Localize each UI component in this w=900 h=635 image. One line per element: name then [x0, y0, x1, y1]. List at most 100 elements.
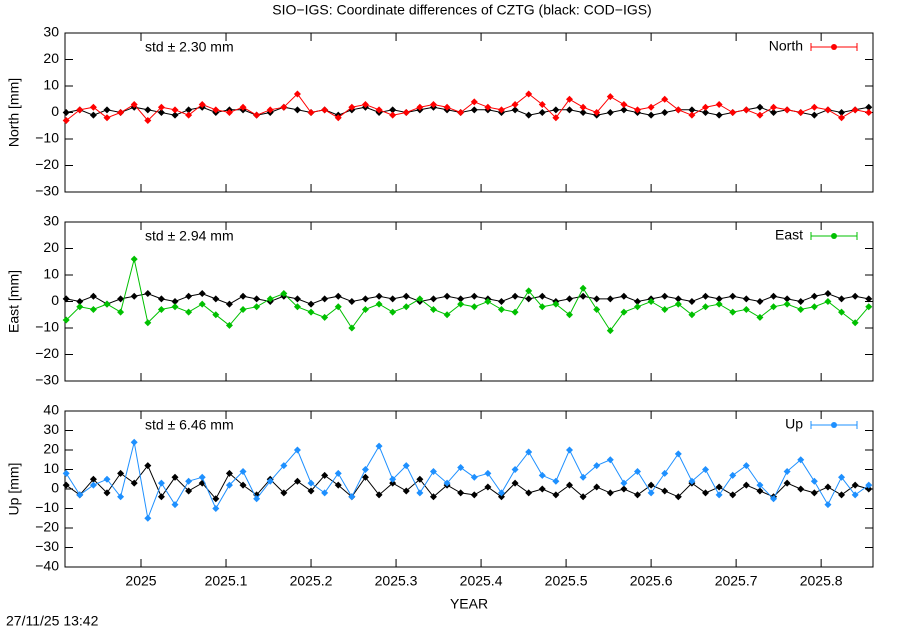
y-tick-label: 10: [43, 460, 59, 476]
data-point: [565, 311, 573, 319]
data-point: [620, 479, 628, 487]
data-point: [647, 481, 655, 489]
data-point: [429, 467, 437, 475]
data-point: [198, 101, 206, 109]
x-tick-label: 2025.6: [630, 573, 673, 589]
data-point: [334, 481, 342, 489]
y-tick-label: 40: [43, 402, 59, 418]
data-point: [389, 479, 397, 487]
data-point: [865, 303, 873, 311]
data-point: [239, 103, 247, 111]
data-point: [729, 491, 737, 499]
data-point: [729, 308, 737, 316]
data-point: [130, 292, 138, 300]
data-point: [838, 308, 846, 316]
data-point: [253, 111, 261, 119]
plot-frame: [64, 221, 874, 382]
data-point: [321, 471, 329, 479]
data-point: [838, 473, 846, 481]
y-tick-label: −10: [35, 319, 59, 335]
data-point: [810, 111, 818, 119]
data-point: [770, 495, 778, 503]
data-point: [797, 298, 805, 305]
data-point: [620, 485, 628, 493]
y-tick-label: 20: [43, 441, 59, 457]
data-point: [266, 295, 274, 303]
data-point: [348, 298, 356, 305]
data-point: [457, 489, 465, 497]
data-point: [157, 295, 165, 303]
data-point: [851, 106, 859, 114]
data-point: [144, 462, 152, 470]
data-point: [865, 103, 873, 111]
data-point: [429, 493, 437, 501]
plot-frame: [64, 410, 874, 568]
data-point: [266, 477, 274, 485]
data-point: [538, 292, 546, 300]
data-point: [797, 456, 805, 464]
data-point: [715, 483, 723, 491]
data-point: [783, 295, 791, 303]
data-point: [851, 292, 859, 300]
data-point: [443, 311, 451, 319]
data-point: [375, 292, 383, 300]
data-point: [674, 300, 682, 308]
data-point: [865, 481, 873, 489]
y-tick-label: 30: [43, 421, 59, 437]
y-tick-label: −10: [35, 130, 59, 146]
data-point: [552, 300, 560, 308]
data-point: [661, 109, 669, 116]
data-point: [538, 303, 546, 311]
data-point: [702, 303, 710, 311]
data-point: [552, 491, 560, 499]
data-point: [620, 106, 628, 114]
x-tick-label: 2025.1: [205, 573, 248, 589]
data-point: [634, 303, 642, 311]
data-point: [715, 101, 723, 109]
data-point: [634, 106, 642, 114]
data-point: [321, 106, 329, 114]
data-point: [729, 471, 737, 479]
legend-swatch: [831, 233, 837, 239]
data-point: [565, 295, 573, 303]
data-point: [824, 290, 832, 298]
data-point: [307, 300, 315, 308]
data-point: [770, 303, 778, 311]
y-tick-label: 0: [51, 480, 59, 496]
data-point: [742, 295, 750, 303]
data-point: [674, 295, 682, 303]
data-point: [171, 111, 179, 119]
data-point: [593, 462, 601, 470]
data-point: [293, 295, 301, 303]
data-point: [198, 290, 206, 298]
data-point: [375, 491, 383, 499]
data-point: [579, 473, 587, 481]
data-point: [865, 109, 873, 116]
data-point: [838, 114, 846, 122]
legend-swatch: [831, 422, 837, 428]
data-point: [851, 491, 859, 499]
data-point: [212, 311, 220, 319]
data-point: [389, 308, 397, 316]
data-point: [715, 491, 723, 499]
data-point: [130, 101, 138, 109]
data-point: [171, 303, 179, 311]
data-point: [865, 295, 873, 303]
data-point: [565, 446, 573, 454]
data-point: [402, 292, 410, 300]
data-point: [470, 98, 478, 106]
data-point: [375, 106, 383, 114]
data-point: [76, 303, 84, 311]
data-point: [824, 501, 832, 509]
data-point: [89, 305, 97, 313]
data-point: [851, 481, 859, 489]
x-tick-label: 2025: [125, 573, 156, 589]
data-point: [225, 109, 233, 116]
data-point: [321, 489, 329, 497]
data-point: [361, 473, 369, 481]
data-point: [484, 469, 492, 477]
data-point: [89, 292, 97, 300]
data-point: [579, 103, 587, 111]
data-point: [511, 292, 519, 300]
data-point: [212, 495, 220, 503]
